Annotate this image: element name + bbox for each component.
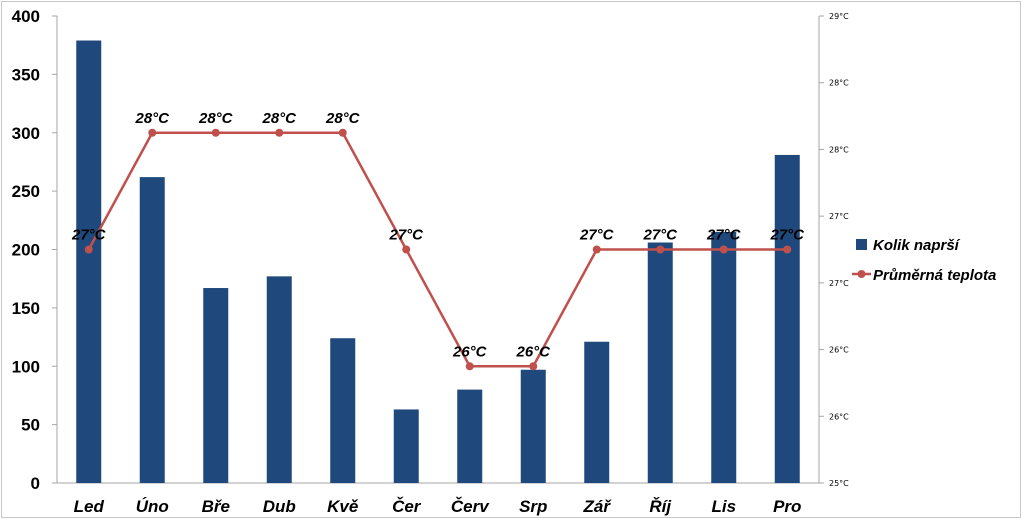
x-tick-label: Kvě: [327, 497, 359, 516]
x-tick-label: Červ: [451, 497, 490, 516]
legend-bar-swatch: [856, 239, 867, 250]
temperature-data-label: 27°C: [642, 227, 678, 244]
temperature-point: [529, 362, 538, 371]
temperature-data-label: 27°C: [71, 227, 107, 244]
bar: [711, 231, 737, 483]
right-axis-ticks: 25°C 26°C 26°C 27°C 27°C 28°C 28°C 29°C: [819, 12, 849, 488]
x-tick-label: Čer: [392, 497, 422, 516]
bar: [584, 341, 610, 483]
bar-series: [76, 40, 800, 484]
left-tick-label: 100: [12, 357, 40, 376]
x-tick-label: Dub: [263, 497, 296, 516]
temperature-point: [148, 128, 157, 137]
x-axis-ticks: Led Úno Bře Dub Kvě Čer Červ Srp Zář Říj Lis Pro: [74, 497, 802, 516]
right-tick-label: 29°C: [829, 12, 849, 21]
legend-line-marker: [857, 270, 866, 278]
left-tick-label: 50: [21, 416, 40, 435]
x-tick-label: Zář: [583, 497, 613, 516]
temperature-data-label: 28°C: [134, 110, 170, 127]
left-tick-label: 300: [12, 124, 40, 143]
right-tick-label: 25°C: [829, 479, 849, 488]
bar: [266, 276, 292, 483]
x-tick-label: Lis: [711, 497, 736, 516]
left-tick-label: 400: [12, 7, 40, 26]
legend-line-label: Průměrná teplota: [873, 267, 996, 284]
right-tick-label: 26°C: [829, 412, 849, 421]
bar: [139, 177, 165, 484]
left-tick-label: 250: [12, 182, 40, 201]
bar: [774, 154, 800, 483]
x-tick-label: Led: [74, 497, 105, 516]
temperature-data-label: 27°C: [706, 227, 742, 244]
legend-bar-label: Kolik naprší: [873, 237, 961, 254]
temperature-point: [338, 128, 347, 137]
left-tick-label: 200: [12, 241, 40, 260]
left-tick-label: 0: [31, 474, 40, 493]
bar: [457, 389, 483, 483]
temperature-point: [783, 245, 792, 254]
temperature-point: [84, 245, 93, 254]
temperature-point: [211, 128, 220, 137]
legend: Kolik naprší Průměrná teplota: [852, 237, 996, 284]
right-tick-label: 27°C: [829, 212, 849, 221]
temperature-point: [592, 245, 601, 254]
temperature-point: [719, 245, 728, 254]
x-tick-label: Srp: [519, 497, 547, 516]
temperature-data-label: 28°C: [261, 110, 297, 127]
temperature-point: [465, 362, 474, 371]
temperature-data-label: 27°C: [579, 227, 615, 244]
right-tick-label: 28°C: [829, 145, 849, 154]
temperature-data-label: 26°C: [515, 343, 551, 360]
bar: [647, 242, 673, 483]
temperature-point: [275, 128, 284, 137]
bar: [203, 288, 229, 483]
bar: [76, 40, 102, 484]
temperature-data-label: 27°C: [388, 227, 424, 244]
temperature-data-label: 28°C: [325, 110, 361, 127]
temperature-data-label: 28°C: [198, 110, 234, 127]
left-tick-label: 150: [12, 299, 40, 318]
right-tick-label: 26°C: [829, 346, 849, 355]
temperature-data-label: 27°C: [769, 227, 805, 244]
bar: [520, 369, 546, 483]
bar: [393, 409, 419, 483]
temperature-line: [87, 131, 788, 368]
temperature-point: [402, 245, 411, 254]
right-tick-label: 27°C: [829, 279, 849, 288]
left-axis-ticks: 0 50 100 150 200 250 300 350 400: [12, 7, 57, 493]
x-tick-label: Pro: [773, 497, 801, 516]
temperature-point: [656, 245, 665, 254]
bar: [330, 338, 356, 483]
x-tick-label: Úno: [136, 497, 169, 516]
left-tick-label: 350: [12, 65, 40, 84]
x-tick-label: Bře: [202, 497, 230, 516]
right-tick-label: 28°C: [829, 79, 849, 88]
temperature-data-label: 26°C: [452, 343, 488, 360]
line-series: 27°C 28°C 28°C 28°C 28°C 27°C 26°C 26°C 27°C 27°C…: [71, 110, 805, 371]
x-tick-label: Říj: [649, 497, 672, 516]
